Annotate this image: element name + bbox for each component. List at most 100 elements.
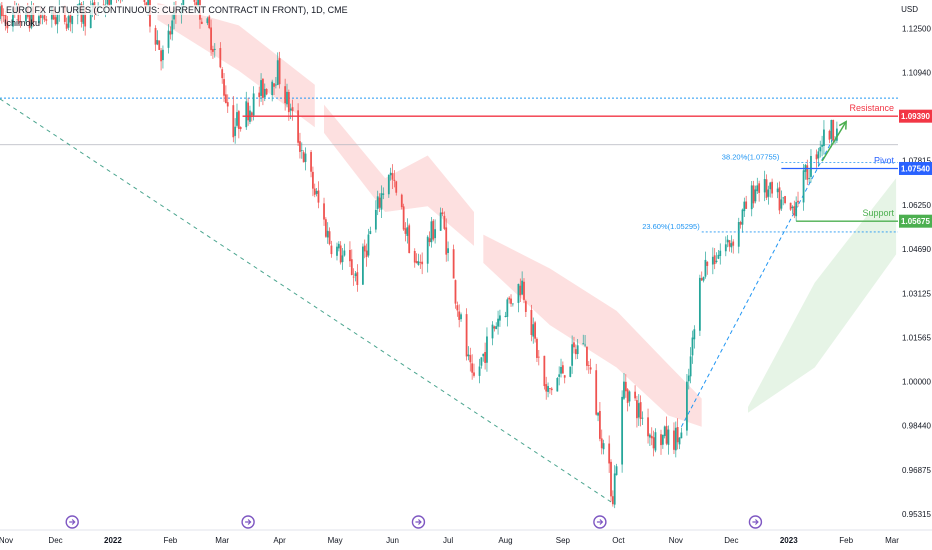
candle	[258, 86, 261, 107]
candle	[393, 170, 396, 188]
candle-body	[491, 324, 494, 339]
candle-body	[378, 197, 381, 208]
indicator-label[interactable]: Ichimoku	[4, 18, 41, 28]
candle	[387, 174, 390, 198]
candle-body	[634, 391, 636, 399]
candle	[200, 17, 203, 25]
candle-body	[208, 16, 211, 29]
candle	[456, 301, 459, 317]
candle	[576, 338, 579, 360]
candle-body	[354, 273, 357, 277]
candle	[511, 303, 514, 307]
candle	[778, 181, 781, 215]
candle-body	[821, 144, 823, 147]
event-marker-icon[interactable]	[241, 515, 255, 529]
candle-body	[4, 14, 7, 24]
candle-body	[162, 49, 164, 61]
candle-body	[687, 375, 690, 382]
candle	[310, 149, 312, 178]
candle-body	[387, 174, 390, 195]
candle	[743, 197, 746, 217]
event-marker-icon[interactable]	[593, 515, 607, 529]
candle	[728, 239, 731, 252]
candle-body	[547, 386, 549, 392]
y-tick-label: 1.00000	[902, 378, 931, 387]
candle	[441, 208, 444, 217]
candle	[621, 390, 624, 473]
support-price-badge	[899, 214, 932, 228]
candle-body	[636, 400, 638, 419]
candle	[674, 421, 677, 458]
pivot-price-badge	[899, 161, 932, 175]
candle	[730, 235, 733, 253]
candle	[802, 164, 805, 211]
event-marker-icon[interactable]	[748, 515, 763, 529]
candle-body	[473, 372, 475, 376]
candle-body	[765, 179, 768, 198]
candle-body	[182, 0, 185, 6]
event-marker-icon[interactable]	[411, 515, 426, 529]
candle	[676, 418, 679, 450]
candle-body	[406, 227, 409, 236]
candle	[626, 388, 629, 412]
candle	[212, 45, 214, 59]
candle	[698, 274, 701, 336]
candle	[663, 425, 666, 439]
candle	[595, 363, 598, 416]
candle	[284, 78, 287, 111]
projection-arrow-shaft	[821, 121, 847, 162]
y-tick-label: 0.98440	[902, 422, 931, 431]
candle	[611, 490, 614, 507]
candle	[354, 271, 357, 282]
candle-body	[441, 212, 444, 215]
candle	[687, 368, 690, 390]
candle-body	[37, 16, 40, 24]
candle-body	[561, 365, 564, 374]
candle-body	[549, 388, 551, 389]
candle-body	[599, 411, 601, 439]
candle	[584, 334, 586, 348]
candle-body	[356, 272, 359, 286]
candle	[380, 185, 383, 218]
candle-body	[67, 16, 70, 28]
candle-body	[400, 194, 403, 208]
candle-body	[560, 366, 562, 374]
candle-body	[219, 48, 222, 68]
candle	[817, 147, 820, 167]
candle-body	[465, 314, 468, 357]
candle	[650, 427, 653, 446]
uptrend-line	[680, 138, 834, 428]
candle	[702, 276, 705, 283]
event-marker-arrow	[415, 519, 422, 525]
candle	[832, 119, 835, 145]
candle	[560, 358, 562, 378]
event-marker-icon[interactable]	[65, 515, 79, 529]
candle-body	[106, 0, 109, 5]
candle-body	[758, 183, 761, 193]
x-tick-label: Nov	[669, 536, 683, 545]
candle-body	[376, 196, 379, 209]
candle-body	[439, 212, 442, 231]
candle	[506, 297, 509, 327]
candle-body	[110, 0, 112, 5]
x-tick-label: May	[328, 536, 343, 545]
candle-body	[169, 31, 172, 35]
candle	[499, 309, 501, 327]
candle-body	[350, 259, 353, 275]
candle	[810, 149, 812, 183]
candle	[297, 103, 299, 146]
candle-body	[2, 15, 5, 16]
candle	[469, 347, 472, 372]
candle	[482, 353, 485, 362]
candle	[45, 15, 48, 25]
candle	[376, 190, 379, 216]
candle	[719, 243, 722, 265]
candle	[299, 132, 301, 159]
candle	[473, 363, 475, 378]
candle-body	[206, 18, 209, 24]
candle	[756, 177, 759, 194]
candle	[389, 167, 392, 181]
y-tick-label: 1.04690	[902, 245, 931, 254]
